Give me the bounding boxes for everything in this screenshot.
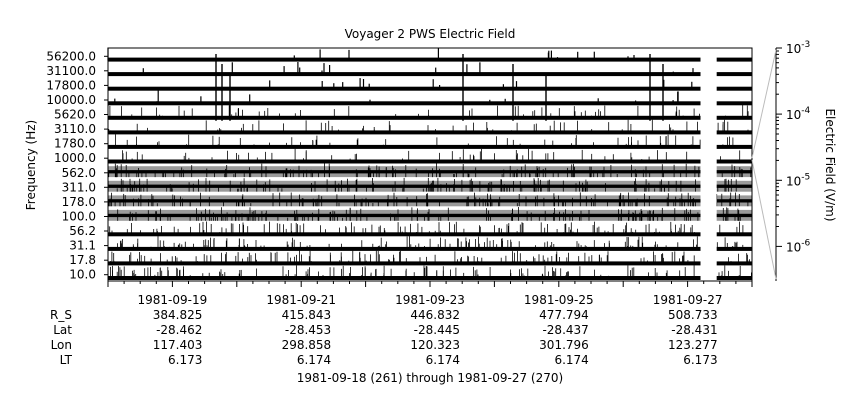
frequency-tick-label: 56.2 <box>69 224 96 238</box>
frequency-tick-label: 31.1 <box>69 239 96 253</box>
frequency-tick-label: 31100.0 <box>46 64 96 78</box>
ephemeris-value: -28.431 <box>671 323 717 337</box>
band-10000.0-seg1 <box>716 101 752 106</box>
frequency-tick-label: 10.0 <box>69 268 96 282</box>
band-core-178.0-seg0 <box>108 199 701 203</box>
band-core-178.0-seg1 <box>716 199 752 203</box>
ephemeris-value: 6.174 <box>554 353 588 367</box>
band-core-100.0-seg0 <box>108 213 701 218</box>
ephemeris-table: R_SLatLonLT384.825-28.462117.4036.173415… <box>50 308 718 367</box>
band-core-311.0-seg1 <box>716 184 752 188</box>
ephemeris-value: 384.825 <box>153 308 203 322</box>
band-1000.0-seg0 <box>108 159 701 164</box>
band-1780.0-seg0 <box>108 144 701 149</box>
frequency-tick-label: 56200.0 <box>46 49 96 63</box>
ephemeris-row-label: LT <box>60 353 73 367</box>
time-tick-label: 1981-09-19 <box>138 293 208 307</box>
band-5620.0-seg0 <box>108 115 701 120</box>
data-gap <box>700 48 717 281</box>
ephemeris-value: 6.173 <box>683 353 717 367</box>
frequency-tick-label: 178.0 <box>62 195 96 209</box>
frequency-tick-label: 1000.0 <box>54 151 96 165</box>
band-56.2-seg1 <box>716 232 752 237</box>
y-axis-label: Frequency (Hz) <box>24 120 38 211</box>
spectrogram-bands <box>108 57 752 280</box>
band-10000.0-seg0 <box>108 101 701 106</box>
band-3110.0-seg1 <box>716 130 752 135</box>
ephemeris-value: 123.277 <box>668 338 718 352</box>
colorbar-label: Electric Field (V/m) <box>823 108 837 221</box>
ephemeris-value: -28.445 <box>414 323 460 337</box>
time-tick-label: 1981-09-27 <box>653 293 723 307</box>
footer-date-range: 1981-09-18 (261) through 1981-09-27 (270… <box>297 371 563 385</box>
ephemeris-row-label: R_S <box>50 308 72 322</box>
time-tick-label: 1981-09-21 <box>266 293 336 307</box>
band-10.0-seg0 <box>108 276 701 280</box>
frequency-tick-label: 3110.0 <box>54 122 96 136</box>
colorbar-tick-label: 10-4 <box>786 106 811 122</box>
frequency-tick-label: 100.0 <box>62 210 96 224</box>
frequency-tick-label: 311.0 <box>62 180 96 194</box>
time-axis: 1981-09-19 1981-09-21 1981-09-23 1981-09-25… <box>107 281 753 307</box>
ephemeris-value: 298.858 <box>282 338 332 352</box>
band-31100.0-seg0 <box>108 72 701 77</box>
band-17800.0-seg1 <box>716 86 752 91</box>
ephemeris-value: 446.832 <box>410 308 460 322</box>
band-core-562.0-seg0 <box>108 170 701 174</box>
frequency-tick-label: 1780.0 <box>54 137 96 151</box>
band-56200.0-seg1 <box>716 57 752 62</box>
ephemeris-value: 415.843 <box>282 308 332 322</box>
frequency-tick-label: 17.8 <box>69 253 96 267</box>
band-31.1-seg1 <box>716 246 752 251</box>
ephemeris-value: 6.173 <box>168 353 202 367</box>
band-10.0-seg1 <box>716 276 752 280</box>
frequency-axis: 56200.031100.017800.010000.05620.03110.0… <box>46 49 108 282</box>
time-tick-label: 1981-09-25 <box>524 293 594 307</box>
colorbar-tick-label: 10-3 <box>786 40 810 56</box>
frequency-tick-label: 17800.0 <box>46 78 96 92</box>
ephemeris-row-label: Lat <box>53 323 72 337</box>
ephemeris-value: 301.796 <box>539 338 589 352</box>
band-3110.0-seg0 <box>108 130 701 135</box>
chart-title: Voyager 2 PWS Electric Field <box>345 27 516 41</box>
time-tick-label: 1981-09-23 <box>395 293 465 307</box>
band-1780.0-seg1 <box>716 144 752 149</box>
colorbar-tick-label: 10-6 <box>786 238 811 254</box>
ephemeris-value: -28.437 <box>542 323 588 337</box>
ephemeris-row-label: Lon <box>51 338 72 352</box>
band-17800.0-seg0 <box>108 86 701 91</box>
band-31100.0-seg1 <box>716 72 752 77</box>
band-31.1-seg0 <box>108 246 701 251</box>
colorbar: 10-3 10-4 10-5 10-6 <box>751 40 811 281</box>
ephemeris-value: 477.794 <box>539 308 589 322</box>
frequency-tick-label: 562.0 <box>62 166 96 180</box>
band-core-100.0-seg1 <box>716 213 752 218</box>
ephemeris-value: -28.453 <box>285 323 331 337</box>
frequency-tick-label: 5620.0 <box>54 108 96 122</box>
ephemeris-value: 117.403 <box>153 338 203 352</box>
colorbar-tick-label: 10-5 <box>786 172 810 188</box>
ephemeris-value: -28.462 <box>156 323 202 337</box>
ephemeris-value: 6.174 <box>426 353 460 367</box>
band-17.8-seg1 <box>716 261 752 266</box>
spectrogram-spikes <box>107 47 752 281</box>
ephemeris-value: 120.323 <box>410 338 460 352</box>
ephemeris-value: 508.733 <box>668 308 718 322</box>
band-17.8-seg0 <box>108 261 701 266</box>
band-1000.0-seg1 <box>716 159 752 164</box>
frequency-tick-label: 10000.0 <box>46 93 96 107</box>
band-56.2-seg0 <box>108 232 701 237</box>
ephemeris-value: 6.174 <box>297 353 331 367</box>
band-56200.0-seg0 <box>108 57 701 62</box>
band-5620.0-seg1 <box>716 115 752 120</box>
